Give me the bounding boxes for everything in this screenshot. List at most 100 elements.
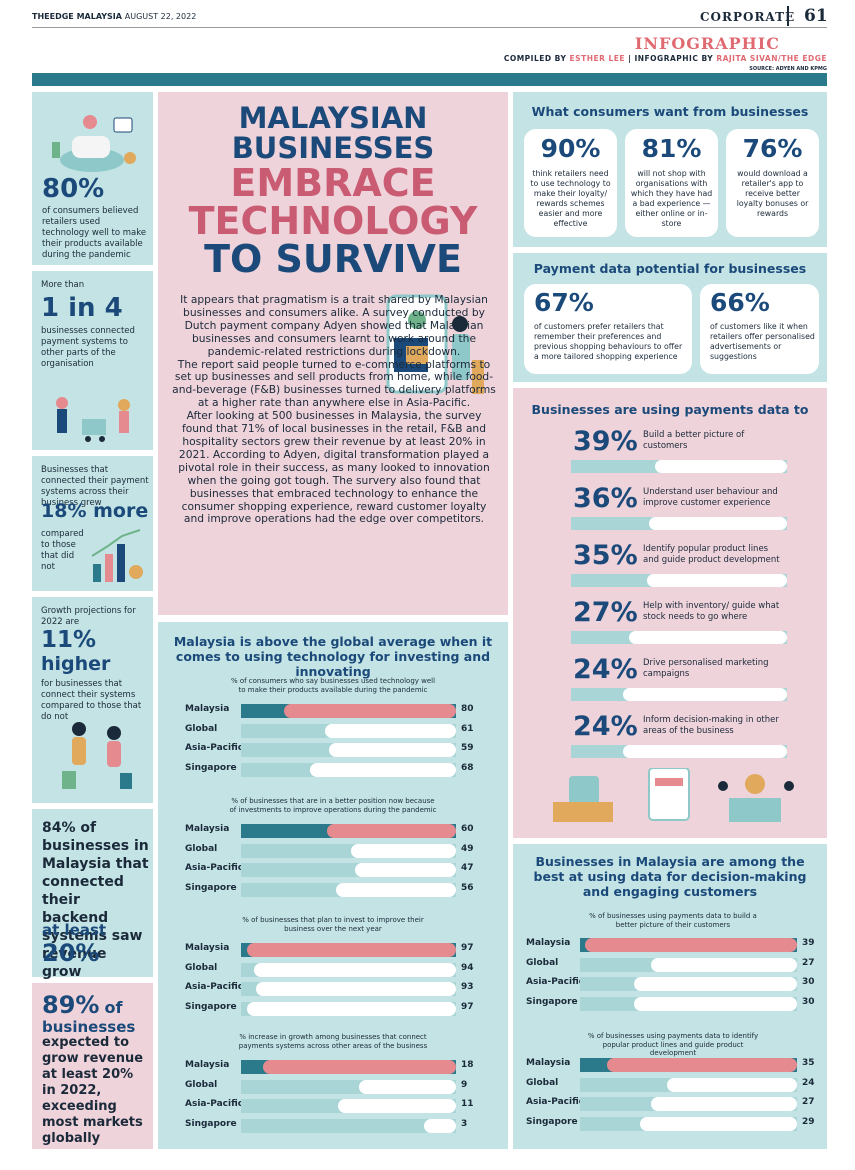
using-text-4: Help with inventory/ guide what stock ne… — [643, 601, 780, 622]
chart-2-label-malaysia: Malaysia — [185, 943, 230, 953]
decision-making-panel: Businesses in Malaysia are among the bes… — [513, 844, 827, 1149]
chart-1-bar-singapore — [335, 882, 456, 897]
chart-0-bar-global — [324, 723, 456, 738]
chart-5-value-singapore: 29 — [802, 1116, 815, 1127]
using-text-5: Drive personalised marketing campaigns — [643, 658, 769, 679]
chart-0-value-malaysia: 80 — [461, 704, 474, 714]
source-note: SOURCE: ADYEN AND KPMG — [749, 66, 827, 72]
chart-2-value-asia-pacific: 93 — [461, 982, 474, 992]
chart-4-value-singapore: 30 — [802, 996, 815, 1007]
payment-title: Payment data potential for businesses — [533, 261, 807, 276]
using-pct-6: 24% — [573, 711, 638, 742]
header-divider — [787, 6, 789, 26]
masthead: THEEDGE MALAYSIA AUGUST 22, 2022 — [32, 12, 197, 21]
chart-0-bar-asia-pacific — [329, 743, 456, 757]
chart-2-value-singapore: 97 — [461, 1001, 474, 1012]
chart-0-value-global: 61 — [461, 723, 474, 734]
celebration-illustration-icon — [56, 397, 130, 442]
using-bar-5 — [622, 688, 787, 701]
want-pct-1: 90% — [540, 134, 601, 163]
using-panel: Businesses are using payments data to 39… — [513, 388, 827, 838]
chart-5-bar-malaysia — [607, 1058, 797, 1072]
stat-11-value: 11% — [41, 627, 97, 653]
chart-1-value-singapore: 56 — [461, 882, 474, 893]
stat-1in4-value: 1 in 4 — [41, 293, 123, 323]
chart-3-value-global: 9 — [461, 1079, 468, 1090]
stat-89-businesses: businesses — [42, 1018, 136, 1036]
chart-5-label-malaysia: Malaysia — [526, 1058, 571, 1068]
payment-text-1: of customers prefer retailers that remem… — [534, 322, 683, 361]
chart-1-label-asia-pacific: Asia-Pacific — [185, 863, 244, 873]
want-card-2: 81% will not shop with organisations wit… — [625, 129, 718, 237]
chart-4-bar-asia-pacific — [634, 977, 797, 991]
stat-80-panel: 80% of consumers believed retailers used… — [32, 92, 153, 265]
dancing-shoppers-icon — [62, 722, 132, 789]
want-card-1: 90% think retailers need to use technolo… — [524, 129, 617, 237]
stat-1in4-text: businesses connected payment systems to … — [41, 326, 135, 369]
using-text-1: Build a better picture of customers — [643, 430, 745, 451]
title-line-2: BUSINESSES — [231, 131, 435, 165]
article-body: It appears that pragmatism is a trait sh… — [172, 293, 496, 526]
stat-89-text: expected to grow revenue at least 20% in… — [42, 1035, 144, 1146]
title-line-4: TECHNOLOGY — [188, 199, 478, 243]
chart-3-subtitle: % increase in growth among businesses th… — [238, 1033, 428, 1050]
chart-4-label-singapore: Singapore — [526, 996, 578, 1007]
shopping-illustration-icon — [52, 115, 136, 172]
using-pct-2: 36% — [573, 483, 638, 514]
using-pct-4: 27% — [573, 597, 638, 628]
payment-pct-1: 67% — [534, 288, 594, 317]
payment-card-2: 66% of customers like it when retailers … — [700, 284, 819, 374]
chart-4-bar-malaysia — [585, 938, 797, 952]
chart-4-bar-singapore — [634, 996, 797, 1011]
using-pct-1: 39% — [573, 426, 638, 457]
chart-2-label-global: Global — [185, 962, 218, 973]
chart-3-value-asia-pacific: 11 — [461, 1099, 474, 1109]
title-line-5: TO SURVIVE — [204, 237, 462, 281]
chart-5-bar-global — [666, 1077, 797, 1092]
stat-18-pre: Businesses that connected their payment … — [41, 465, 149, 508]
chart-3-track-singapore — [241, 1118, 456, 1133]
chart-5-bar-asia-pacific — [650, 1097, 797, 1111]
title-line-1: MALAYSIAN — [238, 101, 428, 135]
want-text-3: would download a retailer's app to recei… — [736, 169, 809, 218]
using-pct-3: 35% — [573, 540, 638, 571]
top-band — [32, 73, 827, 86]
section-label: CORPORATE — [700, 10, 796, 24]
chart-0-label-asia-pacific: Asia-Pacific — [185, 743, 244, 753]
chart-2-bar-singapore — [247, 1001, 456, 1016]
chart-5-label-asia-pacific: Asia-Pacific — [526, 1097, 585, 1107]
chart-0-bar-singapore — [309, 762, 456, 777]
chart-5-value-asia-pacific: 27 — [802, 1097, 815, 1107]
stat-84-highlight: at least — [42, 921, 107, 939]
using-title: Businesses are using payments data to — [531, 402, 809, 417]
stat-18-text: compared to those that did not — [41, 529, 84, 572]
chart-2-bar-global — [253, 962, 456, 977]
chart-3-bar-singapore — [423, 1118, 456, 1133]
using-bar-4 — [629, 631, 787, 644]
stat-1in4-panel: More than 1 in 4 businesses connected pa… — [32, 271, 153, 450]
want-text-2: will not shop with organisations with wh… — [630, 169, 713, 228]
stat-80-text: of consumers believed retailers used tec… — [42, 206, 147, 260]
chart-1-value-global: 49 — [461, 843, 474, 854]
want-text-1: think retailers need to use technology t… — [530, 169, 611, 228]
using-text-2: Understand user behaviour and improve cu… — [643, 487, 778, 508]
global-average-panel: Malaysia is above the global average whe… — [158, 622, 508, 1149]
chart-5-label-singapore: Singapore — [526, 1116, 578, 1127]
want-card-3: 76% would download a retailer's app to r… — [726, 129, 819, 237]
chart-3-bar-global — [359, 1079, 456, 1094]
chart-3-label-global: Global — [185, 1079, 218, 1090]
stat-84-text: 84% of businesses in Malaysia that conne… — [42, 820, 149, 980]
chart-4-value-global: 27 — [802, 957, 815, 968]
chart-2-value-global: 94 — [461, 962, 474, 973]
page-number: 61 — [804, 6, 828, 26]
using-pct-5: 24% — [573, 654, 638, 685]
retail-illustration-icon — [553, 768, 794, 822]
chart-5-value-malaysia: 35 — [802, 1058, 815, 1068]
infographic-kicker: INFOGRAPHIC — [634, 34, 780, 53]
chart-4-label-global: Global — [526, 957, 559, 968]
stat-84-panel: 84% of businesses in Malaysia that conne… — [32, 809, 153, 980]
using-bar-3 — [646, 574, 787, 587]
chart-0-bar-malaysia — [284, 704, 456, 718]
chart-1-bar-asia-pacific — [354, 863, 456, 877]
